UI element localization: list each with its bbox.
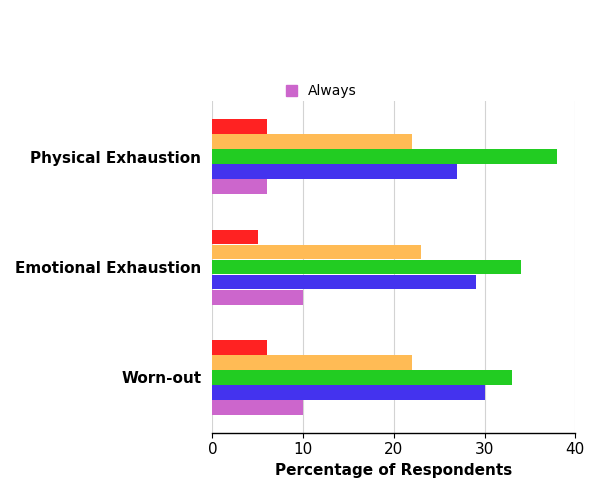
Bar [212, 230, 258, 245]
Bar [212, 275, 476, 289]
Bar [212, 260, 521, 275]
Bar [212, 149, 557, 164]
Bar [212, 134, 412, 149]
Bar [212, 355, 412, 370]
Bar [212, 400, 303, 415]
Bar [212, 164, 457, 179]
Bar [212, 179, 267, 194]
Bar [212, 290, 303, 305]
X-axis label: Percentage of Respondents: Percentage of Respondents [275, 463, 512, 478]
Bar [212, 245, 421, 259]
Legend: Always: Always [280, 78, 362, 104]
Bar [212, 119, 267, 134]
Bar [212, 340, 267, 355]
Bar [212, 385, 485, 400]
Bar [212, 370, 512, 385]
